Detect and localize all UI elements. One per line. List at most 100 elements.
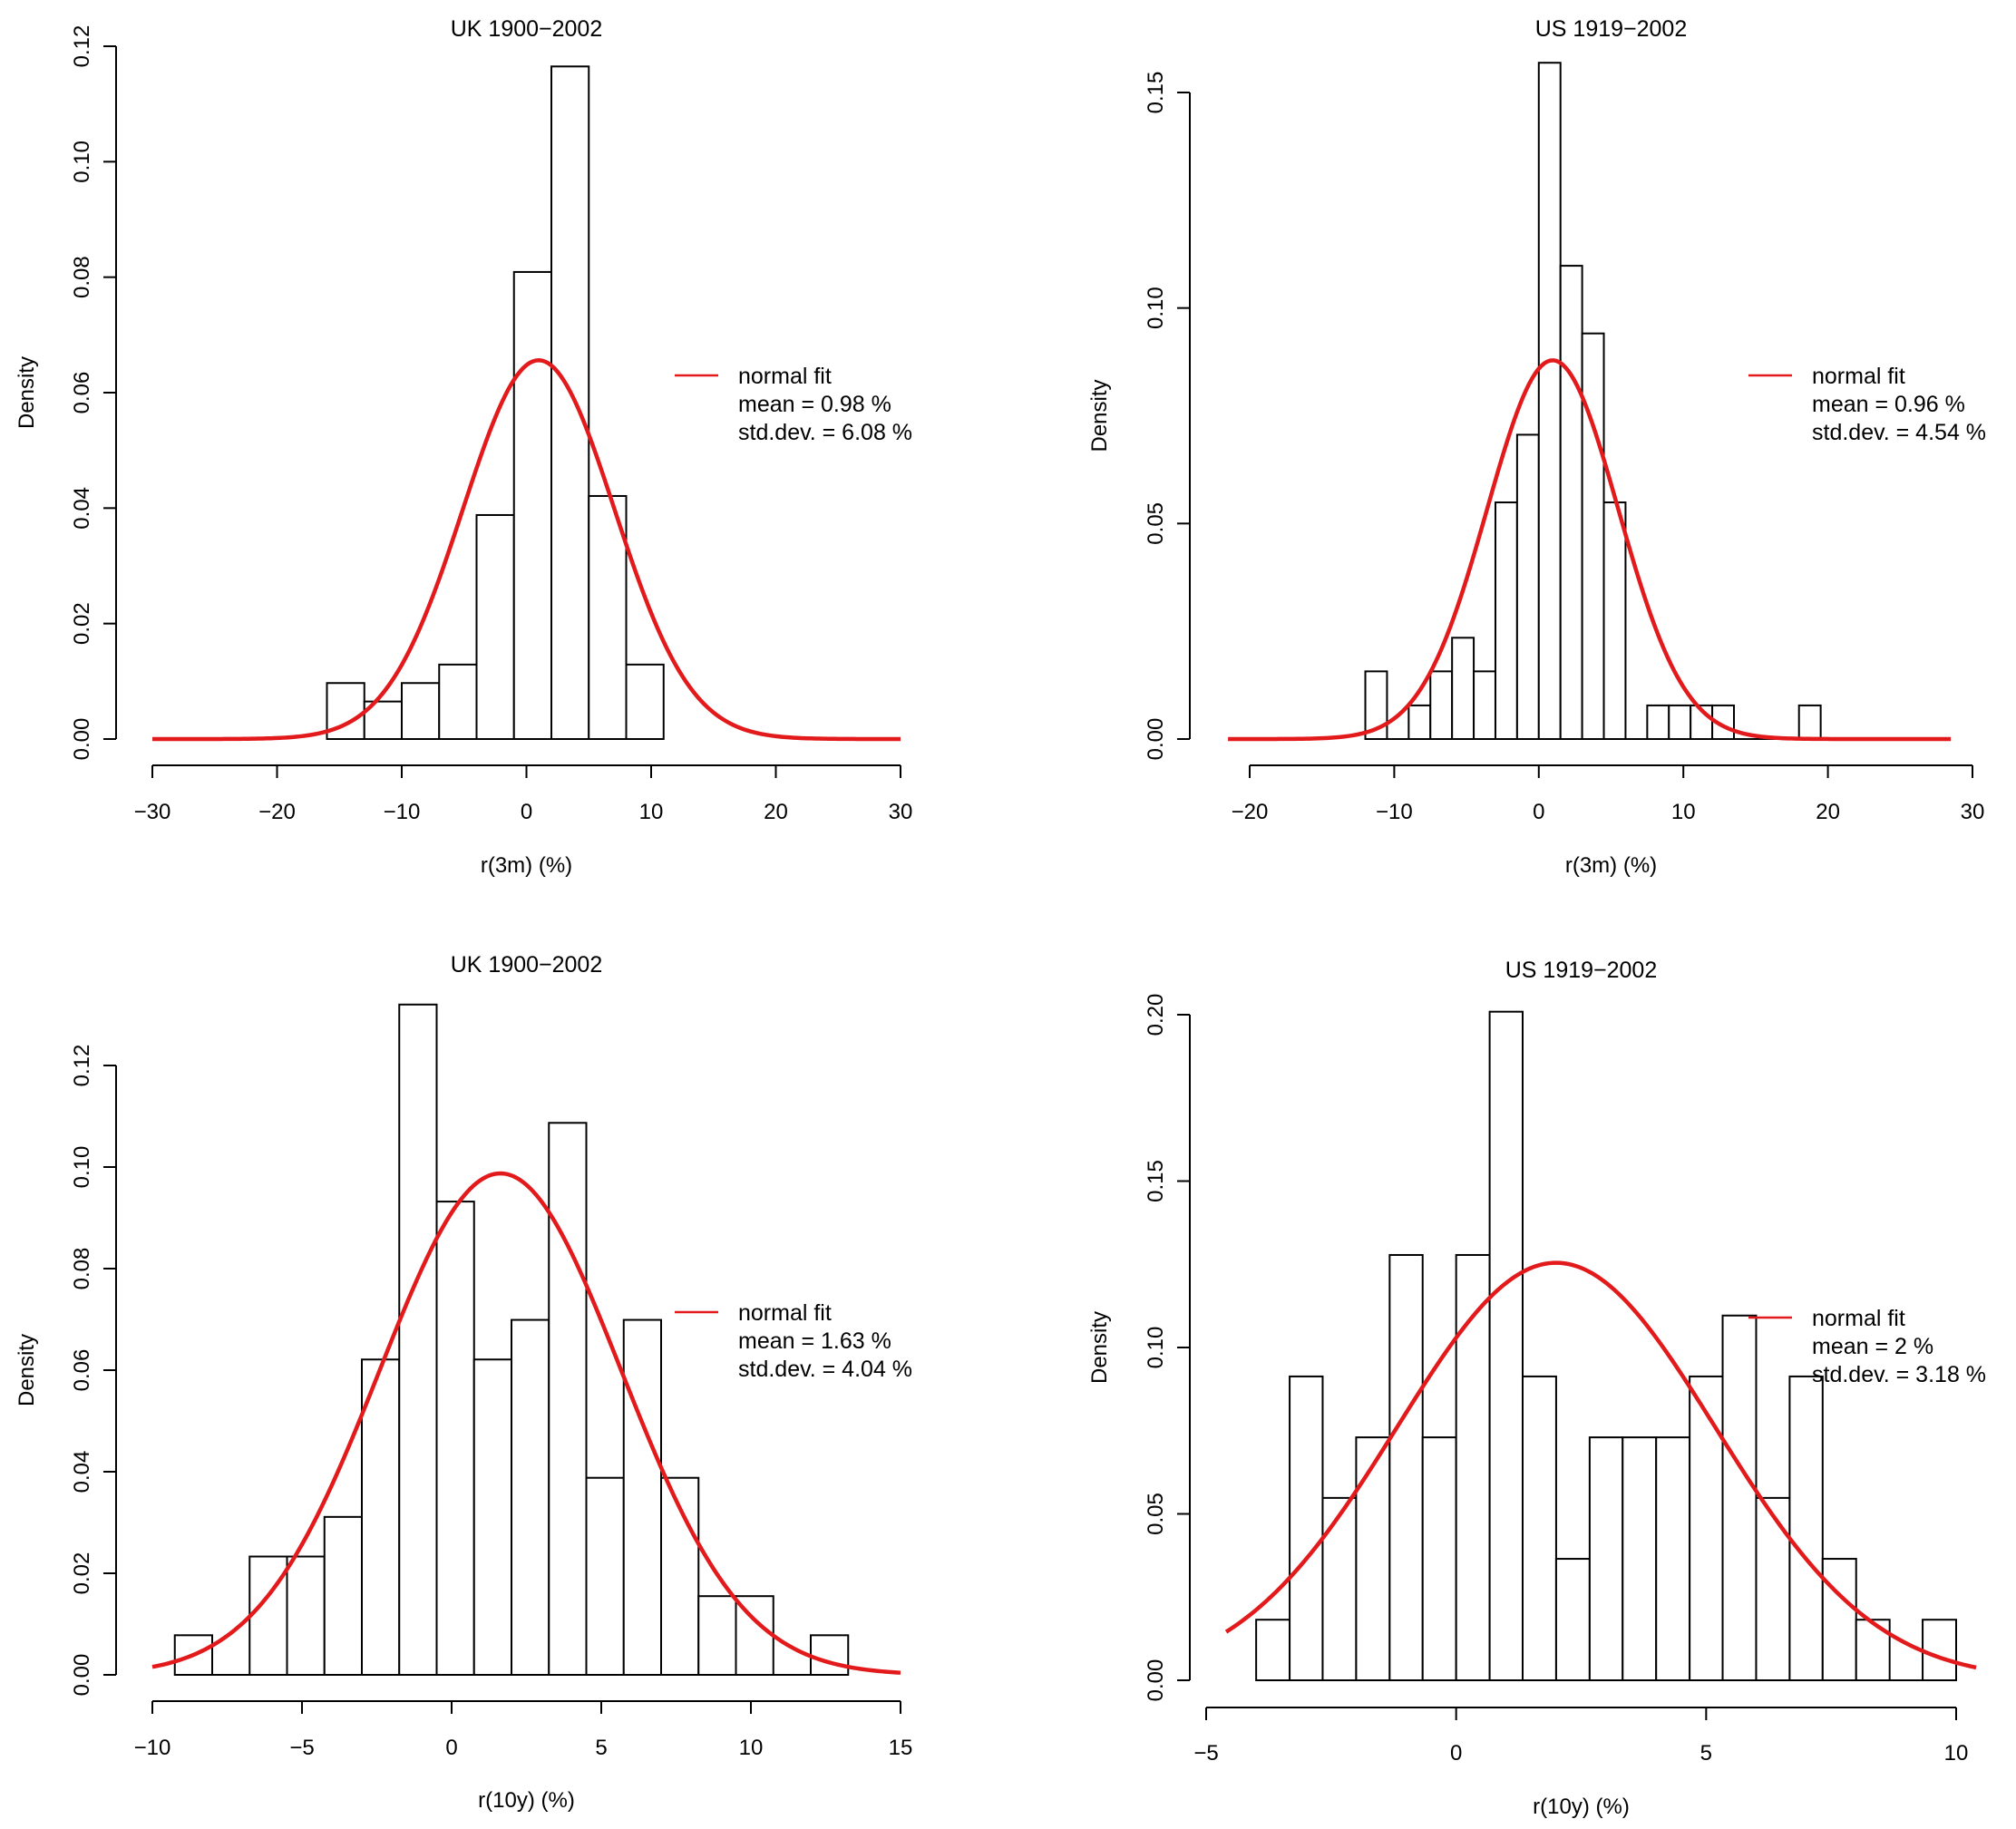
normal-fit-curve bbox=[1224, 1260, 1977, 1670]
y-tick-label: 0.00 bbox=[1144, 1659, 1168, 1702]
y-tick-label: 0.08 bbox=[70, 1248, 94, 1290]
histogram-bar bbox=[585, 1476, 625, 1676]
x-tick-label: 5 bbox=[595, 1736, 607, 1760]
y-tick-label: 0.00 bbox=[1144, 718, 1168, 761]
histogram-bar bbox=[1559, 265, 1583, 741]
histogram-panel-3: UK 1900−2002−10 −5 0 5 10 15r(10y) (%)0.000.0… bbox=[15, 952, 912, 1813]
histogram-bar bbox=[1581, 332, 1605, 740]
histogram-bar bbox=[550, 65, 590, 741]
histogram-bar bbox=[1821, 1558, 1857, 1682]
histogram-bar bbox=[438, 663, 478, 740]
x-axis: −20 −10 0 10 20 30 r(3m) (%) bbox=[1232, 764, 1985, 878]
y-tick-label: 0.15 bbox=[1144, 1160, 1168, 1202]
x-axis-label: r(3m) (%) bbox=[1565, 853, 1657, 878]
legend: normal fit mean = 0.96 % std.dev. = 4.54 % bbox=[1748, 364, 1986, 445]
legend: normal fit mean = 0.98 % std.dev. = 6.08 % bbox=[675, 364, 912, 445]
y-axis: 0.00 0.02 0.04 0.06 0.08 0.10 0.12 Density bbox=[15, 1045, 117, 1697]
y-tick-label: 0.02 bbox=[70, 1552, 94, 1595]
histogram-bar bbox=[398, 1003, 438, 1677]
histogram-bar bbox=[1451, 637, 1475, 741]
histogram-panel-4: US 1919−2002 −5 0 5 10 r(10y) (%) 0.00 0.05 0.10… bbox=[1087, 958, 1986, 1819]
histogram-panel-2: US 1919−2002−20 −10 0 10 20 30r(3m) (%)0.000.… bbox=[1087, 16, 1986, 878]
y-tick-label: 0.10 bbox=[70, 141, 94, 183]
histogram-bar bbox=[697, 1595, 737, 1676]
histogram-bar bbox=[622, 1318, 662, 1677]
histogram-bar bbox=[475, 513, 515, 740]
y-axis-label: Density bbox=[15, 1334, 39, 1406]
histogram-panel-1: UK 1900−2002 −30 −20 −10 0 10 20 30 r(3m) (%) 0.0… bbox=[15, 16, 912, 878]
histogram-bar bbox=[1515, 433, 1540, 740]
legend-label: normal fit bbox=[738, 364, 832, 389]
histogram-bar bbox=[1321, 1496, 1358, 1682]
y-tick-label: 0.15 bbox=[1144, 72, 1168, 114]
y-tick-label: 0.00 bbox=[70, 718, 94, 761]
x-tick-label: −20 bbox=[1232, 800, 1269, 824]
y-tick-label: 0.02 bbox=[70, 602, 94, 645]
legend-label: normal fit bbox=[1812, 364, 1905, 389]
histogram-bar bbox=[810, 1634, 850, 1676]
y-tick-label: 0.00 bbox=[70, 1654, 94, 1697]
y-tick-label: 0.05 bbox=[1144, 1493, 1168, 1535]
histogram-bar bbox=[1602, 501, 1627, 740]
histogram-bars bbox=[1364, 62, 1822, 741]
y-axis-label: Density bbox=[15, 356, 39, 429]
x-tick-label: 10 bbox=[1944, 1741, 1969, 1766]
histogram-bar bbox=[1537, 62, 1562, 740]
x-tick-label: 20 bbox=[1816, 800, 1840, 824]
histogram-bar bbox=[1421, 1436, 1457, 1681]
x-tick-label: −30 bbox=[134, 800, 171, 824]
x-tick-label: 10 bbox=[639, 800, 664, 824]
x-axis: −10 −5 0 5 10 15 r(10y) (%) bbox=[134, 1700, 912, 1813]
x-axis-label: r(10y) (%) bbox=[478, 1788, 575, 1813]
legend-stat: mean = 0.98 % bbox=[738, 392, 891, 417]
histogram-bar bbox=[1755, 1496, 1791, 1682]
x-tick-label: −20 bbox=[258, 800, 296, 824]
y-tick-label: 0.10 bbox=[1144, 1327, 1168, 1369]
histogram-bar bbox=[548, 1122, 588, 1676]
histogram-bar bbox=[512, 270, 552, 741]
histogram-bar bbox=[435, 1201, 475, 1676]
y-tick-label: 0.10 bbox=[1144, 287, 1168, 329]
x-axis-label: r(10y) (%) bbox=[1533, 1795, 1630, 1819]
x-tick-label: 30 bbox=[889, 800, 913, 824]
histogram-bar bbox=[1473, 670, 1496, 741]
histogram-bars bbox=[1255, 1010, 1957, 1682]
x-tick-label: 10 bbox=[739, 1736, 764, 1760]
histogram-bar bbox=[511, 1318, 550, 1677]
panel-title: UK 1900−2002 bbox=[451, 16, 603, 42]
x-tick-label: −10 bbox=[134, 1736, 171, 1760]
histogram-bar bbox=[1355, 1436, 1391, 1681]
histogram-bar bbox=[1655, 1436, 1691, 1681]
legend: normal fit mean = 2 % std.dev. = 3.18 % bbox=[1748, 1306, 1986, 1387]
histogram-bar bbox=[1255, 1619, 1291, 1682]
y-tick-label: 0.08 bbox=[70, 256, 94, 298]
histogram-bar bbox=[361, 1358, 401, 1676]
x-tick-label: 30 bbox=[1961, 800, 1985, 824]
x-tick-label: 0 bbox=[521, 800, 532, 824]
panel-title: UK 1900−2002 bbox=[451, 952, 603, 978]
x-axis: −5 0 5 10 r(10y) (%) bbox=[1193, 1707, 1968, 1819]
y-axis: 0.00 0.05 0.10 0.15 0.20 Density bbox=[1087, 994, 1191, 1702]
histogram-bar bbox=[1588, 1436, 1624, 1681]
legend-stat: std.dev. = 4.54 % bbox=[1812, 420, 1986, 445]
x-tick-label: −10 bbox=[384, 800, 421, 824]
x-tick-label: 10 bbox=[1671, 800, 1696, 824]
x-tick-label: 20 bbox=[764, 800, 788, 824]
x-tick-label: 0 bbox=[1533, 800, 1544, 824]
histogram-bar bbox=[1494, 501, 1518, 740]
y-tick-label: 0.06 bbox=[70, 1349, 94, 1392]
y-tick-label: 0.12 bbox=[70, 25, 94, 68]
y-tick-label: 0.05 bbox=[1144, 502, 1168, 545]
histogram-bar bbox=[1646, 704, 1670, 741]
y-tick-label: 0.20 bbox=[1144, 994, 1168, 1036]
x-tick-label: 5 bbox=[1700, 1741, 1712, 1766]
y-axis-label: Density bbox=[1087, 1311, 1112, 1384]
histogram-bar bbox=[1521, 1375, 1557, 1681]
histogram-bar bbox=[1488, 1010, 1524, 1681]
histogram-bar bbox=[1788, 1375, 1824, 1681]
normal-fit-curve bbox=[1228, 358, 1952, 742]
histogram-bar bbox=[1689, 1375, 1724, 1681]
y-axis-label: Density bbox=[1087, 379, 1112, 452]
histogram-bar bbox=[1721, 1314, 1758, 1681]
